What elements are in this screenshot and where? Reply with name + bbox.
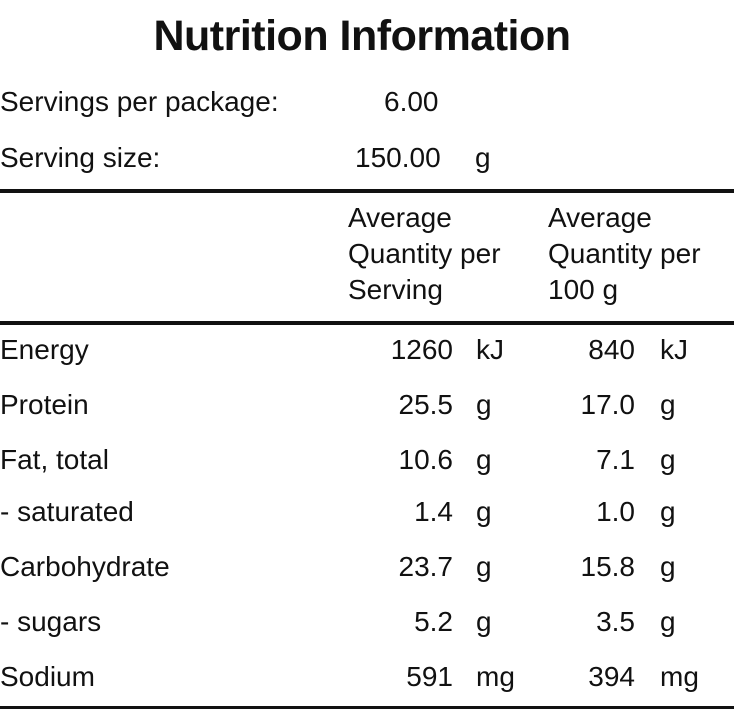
nutrient-name: Protein: [0, 389, 89, 420]
nutrient-name: Fat, total: [0, 444, 109, 475]
column-header-per-100g-line-2: Quantity per: [548, 238, 701, 269]
column-header-per-serving-line-3: Serving: [348, 274, 443, 305]
per-100g-value: 3.5: [596, 606, 635, 637]
per-serving-unit: g: [476, 606, 492, 637]
per-serving-value: 10.6: [398, 444, 454, 475]
column-header-rule: [0, 321, 734, 325]
servings-per-package-value: 6.00: [384, 86, 439, 117]
column-header-per-serving-line-1: Average: [348, 202, 452, 233]
per-serving-unit: g: [476, 496, 492, 527]
per-100g-unit: g: [660, 444, 676, 475]
per-100g-unit: kJ: [660, 334, 688, 365]
serving-size-label: Serving size:: [0, 142, 161, 173]
column-header-per-100g-line-1: Average: [548, 202, 652, 233]
header-rule: [0, 189, 734, 193]
nutrient-name: Energy: [0, 334, 89, 365]
column-header-per-100g-line-3: 100 g: [548, 274, 619, 305]
per-100g-value: 15.8: [580, 551, 636, 582]
nutrient-row-carbohydrate: Carbohydrate 23.7 g 15.8 g: [0, 551, 734, 591]
nutrient-row-protein: Protein 25.5 g 17.0 g: [0, 389, 734, 429]
nutrient-row-energy: Energy 1260 kJ 840 kJ: [0, 334, 734, 374]
per-serving-value: 25.5: [398, 389, 454, 420]
nutrient-name: - saturated: [0, 496, 134, 527]
per-100g-unit: mg: [660, 661, 699, 692]
per-serving-unit: g: [476, 389, 492, 420]
footer-rule: [0, 706, 734, 709]
per-serving-value: 591: [406, 661, 453, 692]
per-serving-unit: g: [476, 551, 492, 582]
nutrient-name: Sodium: [0, 661, 95, 692]
per-serving-value: 1.4: [414, 496, 453, 527]
nutrient-row-saturated: - saturated 1.4 g 1.0 g: [0, 496, 734, 536]
per-serving-unit: mg: [476, 661, 515, 692]
per-100g-unit: g: [660, 496, 676, 527]
per-100g-value: 17.0: [580, 389, 636, 420]
per-serving-value: 1260: [390, 334, 453, 365]
per-serving-unit: g: [476, 444, 492, 475]
per-100g-value: 840: [588, 334, 635, 365]
nutrient-row-fat-total: Fat, total 10.6 g 7.1 g: [0, 444, 734, 484]
panel-title: Nutrition Information: [153, 12, 571, 60]
column-header-per-serving-line-2: Quantity per: [348, 238, 501, 269]
per-100g-value: 1.0: [596, 496, 635, 527]
nutrient-row-sugars: - sugars 5.2 g 3.5 g: [0, 606, 734, 646]
per-100g-unit: g: [660, 551, 676, 582]
column-header-per-serving: Average Quantity per Serving: [348, 200, 501, 308]
per-100g-value: 7.1: [596, 444, 635, 475]
per-100g-unit: g: [660, 389, 676, 420]
per-serving-value: 5.2: [414, 606, 453, 637]
column-header-per-100g: Average Quantity per 100 g: [548, 200, 701, 308]
nutrient-name: Carbohydrate: [0, 551, 170, 582]
nutrient-row-sodium: Sodium 591 mg 394 mg: [0, 661, 734, 701]
nutrient-name: - sugars: [0, 606, 102, 637]
per-100g-value: 394: [588, 661, 635, 692]
per-serving-value: 23.7: [398, 551, 454, 582]
per-100g-unit: g: [660, 606, 676, 637]
per-serving-unit: kJ: [476, 334, 504, 365]
servings-per-package-label: Servings per package:: [0, 86, 279, 117]
serving-size-unit: g: [475, 142, 491, 173]
serving-size-value: 150.00: [355, 142, 441, 173]
